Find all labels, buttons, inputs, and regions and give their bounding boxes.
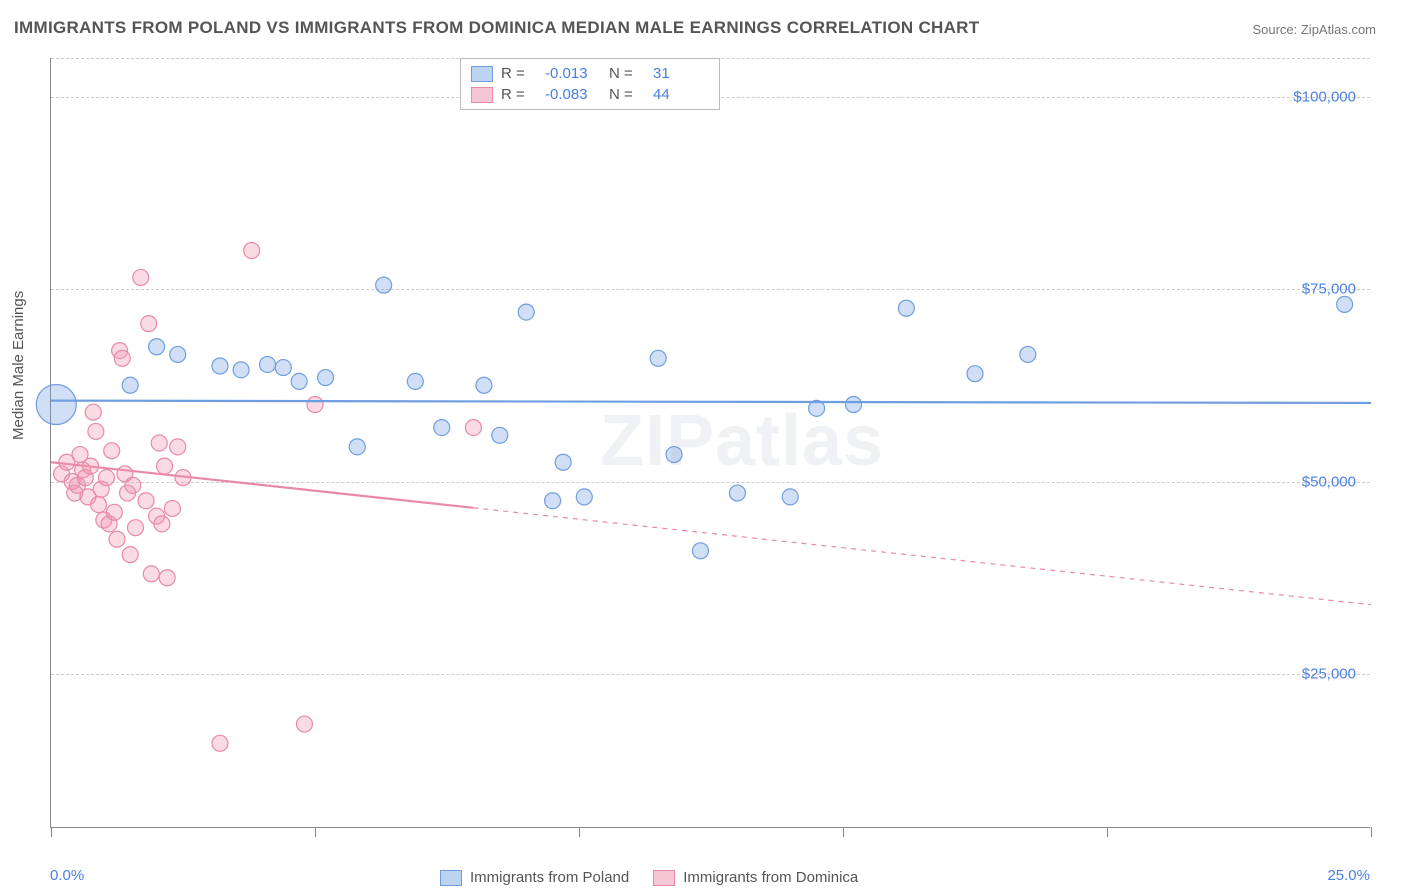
swatch-poland: [440, 870, 462, 886]
data-point: [114, 350, 130, 366]
data-point: [518, 304, 534, 320]
y-axis-label: Median Male Earnings: [10, 291, 27, 440]
data-point: [88, 423, 104, 439]
data-point: [133, 269, 149, 285]
data-point: [109, 531, 125, 547]
data-point: [846, 397, 862, 413]
data-point: [233, 362, 249, 378]
data-point: [170, 439, 186, 455]
x-axis-min-label: 0.0%: [50, 867, 84, 884]
data-point: [729, 485, 745, 501]
trend-line: [473, 508, 1371, 605]
data-point: [212, 735, 228, 751]
r-label: R =: [501, 86, 537, 103]
data-point: [967, 366, 983, 382]
series-legend: Immigrants from Poland Immigrants from D…: [440, 869, 858, 886]
data-point: [492, 427, 508, 443]
chart-title: IMMIGRANTS FROM POLAND VS IMMIGRANTS FRO…: [14, 18, 979, 38]
n-label: N =: [609, 65, 645, 82]
r-label: R =: [501, 65, 537, 82]
data-point: [809, 400, 825, 416]
data-point: [782, 489, 798, 505]
data-point: [318, 370, 334, 386]
data-point: [376, 277, 392, 293]
data-point: [127, 520, 143, 536]
swatch-dominica: [471, 87, 493, 103]
x-tick: [315, 827, 316, 837]
x-tick: [579, 827, 580, 837]
data-point: [175, 470, 191, 486]
n-label: N =: [609, 86, 645, 103]
data-point: [545, 493, 561, 509]
scatter-chart: [51, 58, 1370, 827]
data-point: [157, 458, 173, 474]
trend-line: [51, 401, 1371, 403]
data-point: [434, 420, 450, 436]
data-point: [212, 358, 228, 374]
data-point: [138, 493, 154, 509]
n-value-dominica: 44: [653, 86, 709, 103]
data-point: [465, 420, 481, 436]
data-point: [1337, 296, 1353, 312]
r-value-poland: -0.013: [545, 65, 601, 82]
data-point: [141, 316, 157, 332]
y-tick-label: $50,000: [1302, 473, 1356, 490]
data-point: [125, 477, 141, 493]
data-point: [164, 500, 180, 516]
data-point: [1020, 346, 1036, 362]
legend-item-dominica: Immigrants from Dominica: [653, 869, 858, 886]
swatch-poland: [471, 66, 493, 82]
data-point: [122, 547, 138, 563]
data-point: [106, 504, 122, 520]
data-point: [555, 454, 571, 470]
data-point: [149, 339, 165, 355]
data-point: [291, 373, 307, 389]
y-tick-label: $100,000: [1293, 88, 1356, 105]
n-value-poland: 31: [653, 65, 709, 82]
data-point: [98, 470, 114, 486]
data-point: [154, 516, 170, 532]
legend-label-poland: Immigrants from Poland: [470, 869, 629, 886]
legend-item-poland: Immigrants from Poland: [440, 869, 629, 886]
x-tick: [1107, 827, 1108, 837]
data-point: [666, 447, 682, 463]
y-tick-label: $25,000: [1302, 666, 1356, 683]
data-point: [83, 458, 99, 474]
data-point: [296, 716, 312, 732]
x-axis-max-label: 25.0%: [1327, 867, 1370, 884]
x-tick: [1371, 827, 1372, 837]
data-point: [307, 397, 323, 413]
data-point: [349, 439, 365, 455]
data-point: [898, 300, 914, 316]
data-point: [36, 385, 76, 425]
correlation-legend: R = -0.013 N = 31 R = -0.083 N = 44: [460, 58, 720, 110]
trend-line: [51, 462, 473, 508]
data-point: [170, 346, 186, 362]
data-point: [143, 566, 159, 582]
data-point: [650, 350, 666, 366]
data-point: [407, 373, 423, 389]
legend-row-dominica: R = -0.083 N = 44: [471, 84, 709, 105]
x-tick: [51, 827, 52, 837]
data-point: [692, 543, 708, 559]
data-point: [576, 489, 592, 505]
r-value-dominica: -0.083: [545, 86, 601, 103]
plot-area: $25,000 $50,000 $75,000 $100,000: [50, 58, 1370, 828]
legend-label-dominica: Immigrants from Dominica: [683, 869, 858, 886]
data-point: [122, 377, 138, 393]
swatch-dominica: [653, 870, 675, 886]
data-point: [85, 404, 101, 420]
y-tick-label: $75,000: [1302, 281, 1356, 298]
data-point: [244, 243, 260, 259]
data-point: [275, 360, 291, 376]
data-point: [159, 570, 175, 586]
x-tick: [843, 827, 844, 837]
data-point: [91, 497, 107, 513]
source-attribution: Source: ZipAtlas.com: [1252, 22, 1376, 37]
data-point: [104, 443, 120, 459]
data-point: [259, 356, 275, 372]
data-point: [151, 435, 167, 451]
data-point: [476, 377, 492, 393]
legend-row-poland: R = -0.013 N = 31: [471, 63, 709, 84]
